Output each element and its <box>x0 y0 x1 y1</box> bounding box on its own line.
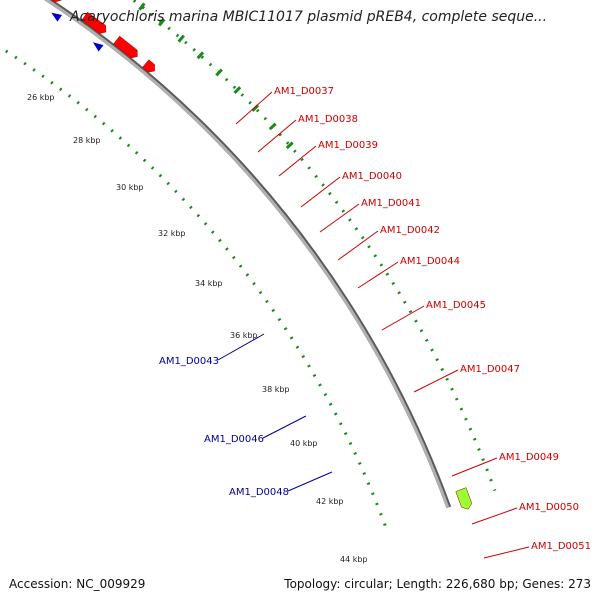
label-leader-line <box>381 305 425 331</box>
genome-backbone-highlight <box>44 0 450 509</box>
gene-label-am1-d0039[interactable]: AM1_D0039 <box>318 140 378 151</box>
tick-labels: 26 kbp 28 kbp 30 kbp 32 kbp 34 kbp 36 kb… <box>27 93 368 564</box>
label-leader-line <box>257 119 297 153</box>
gene-label-am1-d0043[interactable]: AM1_D0043 <box>159 356 219 367</box>
reverse-gene-marker[interactable] <box>92 42 104 52</box>
inner-tick-ring <box>0 45 389 531</box>
tick-label: 36 kbp <box>230 331 258 340</box>
label-leader-lines <box>217 91 530 559</box>
major-ticks <box>138 2 294 150</box>
genome-backbone <box>43 0 452 509</box>
forward-gene-labels: AM1_D0037 AM1_D0038 AM1_D0039 AM1_D0040 … <box>274 86 591 552</box>
gene-label-am1-d0037[interactable]: AM1_D0037 <box>274 86 334 97</box>
accession-text: Accession: NC_009929 <box>9 577 146 591</box>
tick-label: 38 kbp <box>262 385 290 394</box>
tick-label: 44 kbp <box>340 555 368 564</box>
tick-label: 26 kbp <box>27 93 55 102</box>
gene-label-am1-d0051[interactable]: AM1_D0051 <box>531 541 591 552</box>
tick-label: 42 kbp <box>316 497 344 506</box>
gene-label-am1-d0045[interactable]: AM1_D0045 <box>426 300 486 311</box>
label-leader-line <box>483 546 530 559</box>
tick-label: 40 kbp <box>290 439 318 448</box>
forward-gene-block[interactable] <box>142 59 155 73</box>
highlight-gene-block[interactable] <box>455 487 473 510</box>
sequence-title: Acaryochloris marina MBIC11017 plasmid p… <box>70 9 548 25</box>
gene-label-am1-d0047[interactable]: AM1_D0047 <box>460 364 520 375</box>
gene-label-am1-d0042[interactable]: AM1_D0042 <box>380 225 440 236</box>
forward-gene-block[interactable] <box>113 35 138 59</box>
tick-label: 28 kbp <box>73 136 101 145</box>
major-tick-mark <box>215 68 223 77</box>
label-leader-line <box>287 471 333 492</box>
tick-label: 32 kbp <box>158 229 186 238</box>
label-leader-line <box>357 261 399 289</box>
label-leader-line <box>337 230 379 261</box>
topology-summary: Topology: circular; Length: 226,680 bp; … <box>284 577 591 591</box>
major-tick-mark <box>285 141 294 150</box>
gene-label-am1-d0050[interactable]: AM1_D0050 <box>519 502 579 513</box>
label-leader-line <box>235 91 273 125</box>
major-tick-mark <box>233 86 242 94</box>
label-leader-line <box>471 507 518 525</box>
label-leader-line <box>300 176 341 208</box>
major-tick-mark <box>251 104 260 112</box>
forward-gene-block[interactable] <box>28 0 62 3</box>
label-leader-line <box>262 415 307 439</box>
tick-label: 30 kbp <box>116 183 144 192</box>
tick-label: 34 kbp <box>195 279 223 288</box>
major-tick-mark <box>158 18 166 27</box>
gene-label-am1-d0041[interactable]: AM1_D0041 <box>361 198 421 209</box>
major-tick-mark <box>268 122 277 131</box>
label-leader-line <box>413 369 459 393</box>
gene-label-am1-d0040[interactable]: AM1_D0040 <box>342 171 402 182</box>
reverse-gene-marker[interactable] <box>51 12 62 22</box>
gene-label-am1-d0048[interactable]: AM1_D0048 <box>229 487 289 498</box>
gene-features <box>28 0 473 510</box>
gene-label-am1-d0038[interactable]: AM1_D0038 <box>298 114 358 125</box>
major-tick-mark <box>196 51 205 60</box>
label-leader-line <box>451 457 498 477</box>
major-tick-mark <box>177 34 185 43</box>
gene-label-am1-d0049[interactable]: AM1_D0049 <box>499 452 559 463</box>
reverse-gene-labels: AM1_D0043 AM1_D0046 AM1_D0048 <box>159 356 289 498</box>
gene-label-am1-d0046[interactable]: AM1_D0046 <box>204 434 264 445</box>
outer-tick-ring <box>130 0 497 492</box>
label-leader-line <box>217 333 265 361</box>
label-leader-line <box>319 203 360 233</box>
major-tick-mark <box>138 2 146 11</box>
gene-label-am1-d0044[interactable]: AM1_D0044 <box>400 256 460 267</box>
label-leader-line <box>278 145 317 177</box>
forward-gene-block[interactable] <box>81 11 107 34</box>
